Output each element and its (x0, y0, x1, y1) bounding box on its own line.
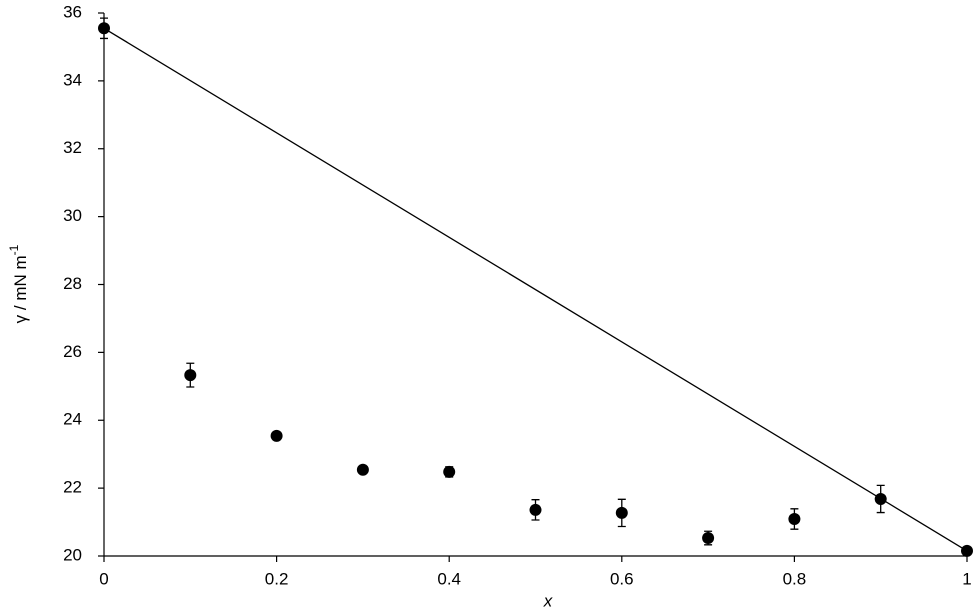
y-tick-label: 36 (63, 2, 82, 21)
x-tick-label: 0.6 (610, 569, 634, 588)
y-tick-label: 26 (63, 342, 82, 361)
point (961, 544, 973, 557)
y-tick-label: 28 (63, 274, 82, 293)
x-tick-label: 0 (99, 569, 108, 588)
point (529, 503, 542, 516)
y-tick-label: 32 (63, 138, 82, 157)
point (874, 492, 887, 505)
x-axis-label: x (543, 591, 553, 610)
y-axis-label-sup: -1 (7, 244, 21, 255)
point (788, 513, 801, 526)
point (184, 369, 197, 382)
point (615, 506, 628, 519)
y-tick-label: 34 (63, 70, 82, 89)
y-tick-label: 24 (63, 410, 82, 429)
x-tick-label: 0.8 (783, 569, 807, 588)
x-tick-label: 0.4 (437, 569, 461, 588)
y-axis-label: γ / mN m-1 (7, 244, 30, 323)
y-tick-label: 20 (63, 545, 82, 564)
x-tick-label: 0.2 (265, 569, 289, 588)
point (98, 22, 110, 35)
y-tick-label: 30 (63, 206, 82, 225)
point (270, 429, 283, 442)
x-tick-label: 1 (962, 569, 971, 588)
point (356, 463, 369, 476)
y-tick-label: 22 (63, 478, 82, 497)
point (702, 532, 715, 545)
y-axis-label-main: γ / mN m (11, 255, 30, 323)
fit-line (103, 27, 968, 552)
point (443, 465, 456, 478)
